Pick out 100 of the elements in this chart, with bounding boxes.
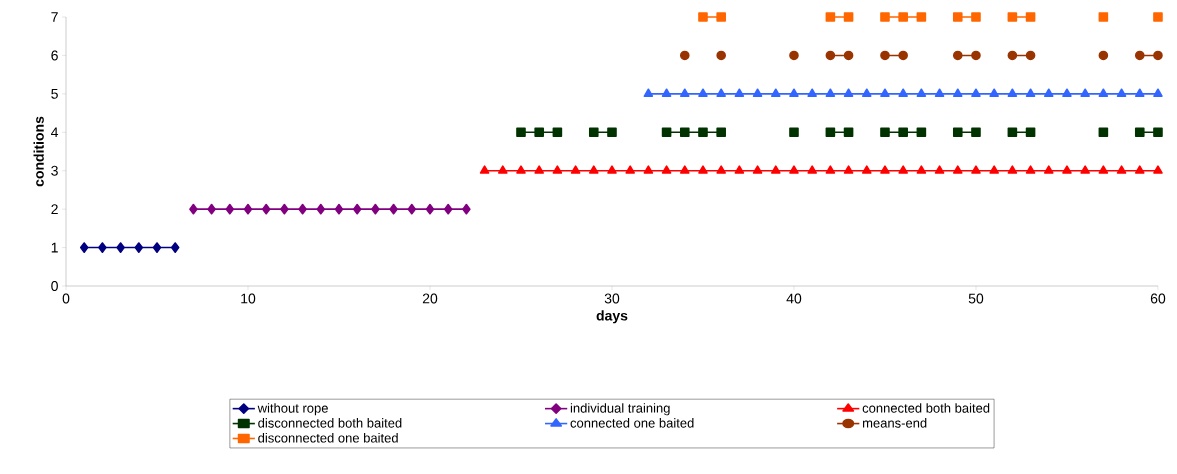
point [734, 88, 745, 97]
point [316, 203, 326, 215]
point [1098, 127, 1109, 138]
point [698, 12, 708, 22]
x-axis-title: days [596, 310, 628, 324]
point [698, 165, 708, 174]
point [770, 88, 781, 97]
point [1153, 12, 1163, 22]
point [952, 127, 963, 138]
point [1080, 165, 1090, 174]
point [516, 127, 526, 138]
y-tick-label: 4 [51, 127, 59, 138]
point [880, 88, 890, 97]
point [389, 203, 398, 215]
point [880, 165, 890, 174]
point [716, 127, 726, 138]
point [679, 165, 690, 174]
point [934, 165, 945, 174]
x-tick-label: 0 [62, 293, 70, 304]
point [661, 127, 672, 138]
point [516, 165, 526, 174]
point [880, 12, 890, 22]
point [989, 88, 999, 97]
point [898, 50, 908, 61]
point [479, 165, 490, 174]
legend-label: connected both baited [862, 403, 990, 413]
point [334, 203, 344, 215]
point [371, 203, 380, 215]
point [789, 165, 799, 174]
point [1025, 165, 1036, 174]
point [298, 203, 307, 215]
point [789, 127, 799, 138]
point [716, 88, 726, 97]
point [825, 12, 836, 22]
point [1098, 12, 1109, 22]
point [1007, 127, 1018, 138]
point [607, 127, 617, 138]
point [134, 242, 144, 253]
point [588, 127, 599, 138]
point [589, 165, 599, 174]
point [189, 203, 198, 215]
point [1153, 165, 1163, 174]
point [898, 127, 908, 138]
point [152, 242, 162, 253]
point [462, 203, 471, 215]
point [880, 50, 890, 61]
point [1025, 12, 1036, 22]
point [752, 165, 763, 174]
point [1134, 165, 1145, 174]
point [898, 12, 908, 22]
point [552, 165, 563, 174]
point [643, 165, 654, 174]
x-tick-label: 40 [786, 293, 802, 304]
point [898, 88, 908, 97]
x-tick-label: 60 [1150, 293, 1166, 304]
point [916, 12, 927, 22]
point [1116, 88, 1127, 97]
point [225, 203, 235, 215]
y-tick-label: 5 [51, 88, 58, 99]
point [243, 203, 253, 215]
legend-label: disconnected both baited [258, 418, 402, 428]
point [1025, 127, 1036, 138]
point [352, 203, 362, 215]
point [825, 88, 836, 97]
point [443, 203, 453, 215]
y-tick-label: 6 [51, 50, 58, 61]
point [679, 127, 690, 138]
point [643, 88, 654, 97]
point [916, 165, 927, 174]
point [1043, 88, 1054, 97]
point [1134, 88, 1145, 97]
point [1062, 165, 1072, 174]
point [1025, 88, 1036, 97]
legend-label: connected one baited [570, 418, 694, 428]
point [934, 88, 945, 97]
legend-label: disconnected one baited [258, 433, 398, 443]
x-tick-label: 20 [422, 293, 438, 304]
x-tick-label: 30 [604, 293, 620, 304]
point [661, 165, 672, 174]
point [116, 242, 125, 253]
point [825, 127, 836, 138]
y-tick-label: 1 [51, 242, 58, 253]
point [570, 165, 581, 174]
point [698, 88, 708, 97]
point [98, 242, 107, 253]
point [971, 12, 981, 22]
point [498, 165, 508, 174]
point [770, 165, 781, 174]
point [880, 127, 890, 138]
point [679, 50, 690, 61]
point [807, 88, 817, 97]
point [1007, 50, 1018, 61]
point [843, 12, 854, 22]
legend-label: individual training [570, 403, 670, 416]
point [716, 12, 726, 22]
y-tick-label: 2 [51, 204, 58, 215]
point [734, 165, 745, 174]
point [280, 203, 289, 215]
point [861, 88, 872, 97]
point [916, 127, 927, 138]
